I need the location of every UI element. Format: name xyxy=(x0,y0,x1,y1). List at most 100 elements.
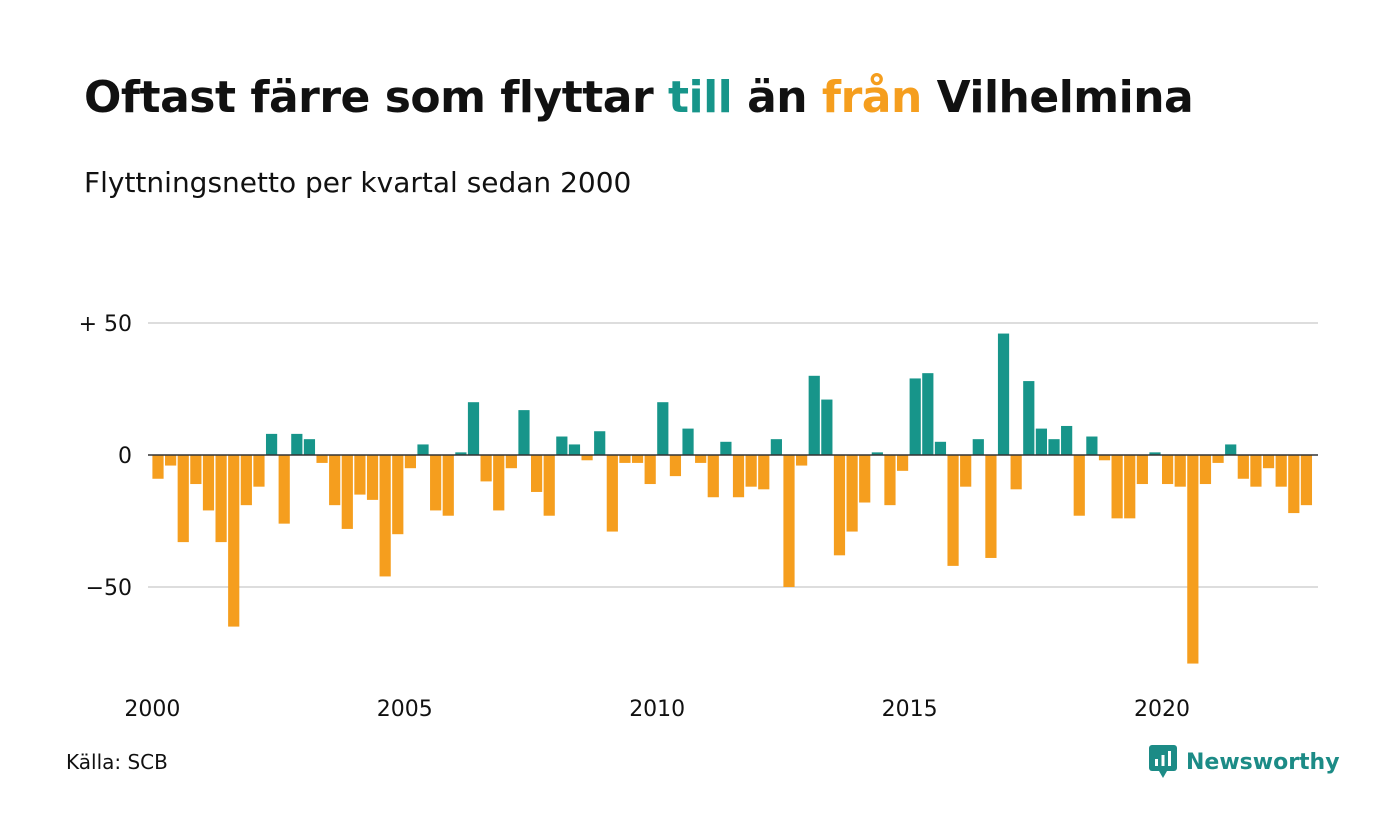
bar xyxy=(265,433,278,455)
bar xyxy=(644,455,656,485)
bar xyxy=(253,455,265,487)
newsworthy-logo-icon xyxy=(1149,745,1177,778)
bar xyxy=(972,439,984,455)
title-part-2: än xyxy=(732,72,822,123)
source-note: Källa: SCB xyxy=(66,750,168,774)
chart-title: Oftast färre som flyttar till än från Vi… xyxy=(84,72,1194,123)
bar xyxy=(720,441,732,455)
bar xyxy=(1086,436,1098,455)
bar xyxy=(1149,452,1161,455)
bar xyxy=(392,455,404,535)
bar xyxy=(1187,455,1199,664)
bar xyxy=(291,433,303,455)
bar xyxy=(657,402,669,455)
bar xyxy=(1124,455,1136,519)
bar xyxy=(859,455,871,503)
bar xyxy=(745,455,757,487)
bar xyxy=(1048,439,1060,455)
x-tick-label: 2005 xyxy=(377,697,433,722)
bar xyxy=(783,455,795,587)
bar xyxy=(619,455,631,463)
bar xyxy=(922,373,934,455)
bar xyxy=(1300,455,1313,506)
bar xyxy=(1073,455,1085,516)
bar xyxy=(808,375,820,455)
bar xyxy=(909,378,921,455)
y-tick-label: + 50 xyxy=(79,312,132,337)
bar xyxy=(1275,455,1287,487)
bar xyxy=(177,455,189,543)
bar xyxy=(770,439,782,455)
bar xyxy=(594,431,606,455)
bar xyxy=(493,455,505,511)
bar xyxy=(1212,455,1224,463)
bar xyxy=(758,455,770,490)
title-part-1: Oftast färre som flyttar xyxy=(84,72,668,123)
bar xyxy=(518,410,530,455)
bar xyxy=(568,444,581,455)
bar xyxy=(228,455,240,627)
bar xyxy=(531,455,543,492)
bar xyxy=(947,455,959,566)
bar xyxy=(997,333,1010,455)
bar xyxy=(1225,444,1237,455)
bar xyxy=(467,402,480,455)
bar xyxy=(960,455,972,487)
bar xyxy=(1162,455,1174,485)
bar xyxy=(896,455,909,471)
bar xyxy=(442,455,454,516)
chart-subtitle: Flyttningsnetto per kvartal sedan 2000 xyxy=(84,166,632,199)
bar xyxy=(581,455,593,461)
bar xyxy=(190,455,202,485)
bars xyxy=(148,333,1318,664)
bar xyxy=(1023,381,1035,455)
bar xyxy=(1237,455,1249,479)
bar xyxy=(707,455,719,498)
bar xyxy=(341,455,353,529)
bar xyxy=(1250,455,1262,487)
x-tick-label: 2015 xyxy=(882,697,938,722)
y-tick-label: −50 xyxy=(86,576,132,601)
bar xyxy=(606,455,618,532)
bar xyxy=(1136,455,1148,485)
bar xyxy=(329,455,341,506)
bar xyxy=(354,455,366,495)
bar xyxy=(1010,455,1022,490)
bar xyxy=(455,452,467,455)
bar xyxy=(821,399,833,455)
bar xyxy=(1111,455,1123,519)
y-axis-labels: + 50 0 −50 xyxy=(79,312,132,601)
bar xyxy=(215,455,227,543)
x-tick-label: 2000 xyxy=(124,697,180,722)
bar xyxy=(543,455,555,516)
bar xyxy=(934,441,947,455)
bar xyxy=(669,455,682,477)
bar xyxy=(366,455,379,500)
brand-name: Newsworthy xyxy=(1186,749,1340,775)
bar xyxy=(379,455,391,577)
bar xyxy=(1098,455,1111,461)
bar xyxy=(430,455,442,511)
bar xyxy=(732,455,745,498)
bar xyxy=(152,455,164,479)
bar xyxy=(417,444,429,455)
bar xyxy=(884,455,896,506)
bar xyxy=(846,455,858,532)
bar xyxy=(695,455,707,463)
bar xyxy=(833,455,846,556)
bar xyxy=(278,455,290,524)
bar xyxy=(1174,455,1186,487)
bar xyxy=(871,452,883,455)
bar xyxy=(1288,455,1300,514)
newsworthy-logo[interactable]: Newsworthy xyxy=(1148,744,1340,780)
bar xyxy=(316,455,328,463)
title-highlight-till: till xyxy=(667,72,733,123)
bar xyxy=(1035,428,1047,455)
bar xyxy=(404,455,416,469)
bar xyxy=(480,455,492,482)
bar xyxy=(631,455,644,463)
bar xyxy=(240,455,252,506)
bar xyxy=(796,455,808,466)
grid-lines xyxy=(148,322,1318,588)
